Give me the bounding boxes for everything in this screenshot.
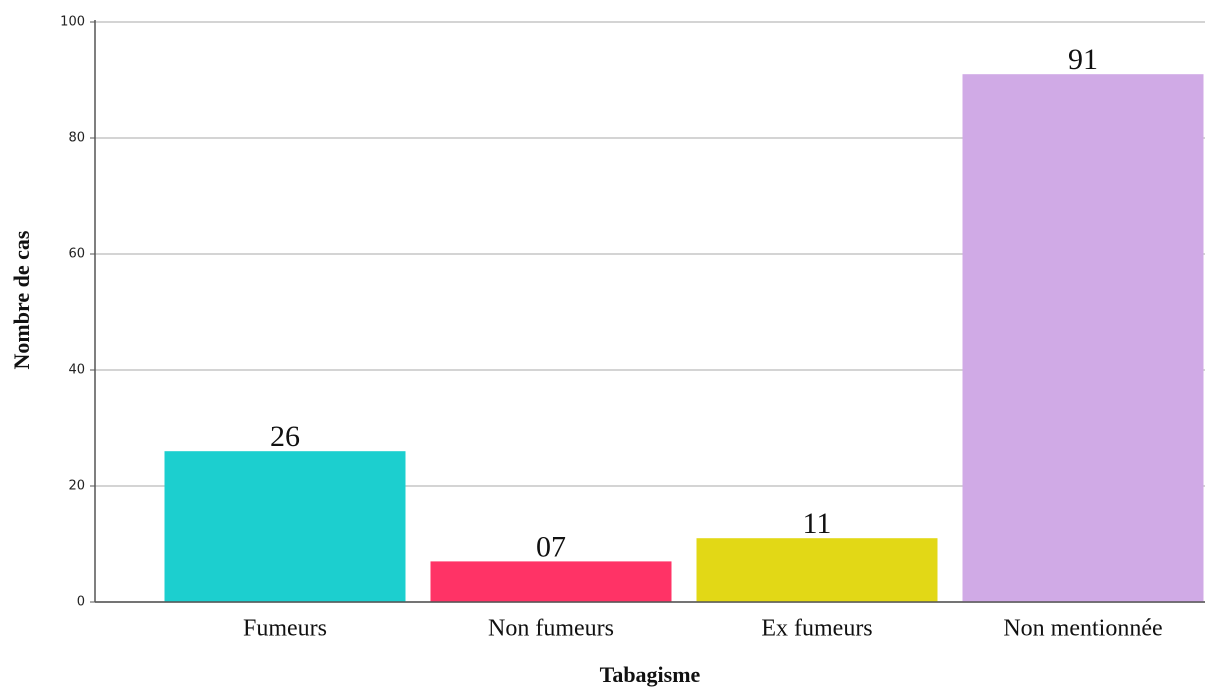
value-label: 91 <box>1068 43 1098 76</box>
x-tick-label: Non mentionnée <box>1003 616 1162 642</box>
x-tick-label: Non fumeurs <box>488 616 614 642</box>
value-label: 11 <box>803 507 832 540</box>
y-tick-label: 40 <box>68 363 85 378</box>
bar <box>164 451 406 602</box>
y-tick-label: 0 <box>77 595 85 610</box>
y-axis-title: Nombre de cas <box>9 230 34 369</box>
y-tick-label: 100 <box>60 15 85 30</box>
bar <box>696 538 938 602</box>
x-tick-label: Ex fumeurs <box>761 616 872 642</box>
y-tick-label: 80 <box>68 131 85 146</box>
y-tick-label: 20 <box>68 479 85 494</box>
y-tick-label: 60 <box>68 247 85 262</box>
value-label: 07 <box>536 530 566 563</box>
value-label: 26 <box>270 420 300 453</box>
x-axis-title: Tabagisme <box>600 662 701 687</box>
bar <box>430 561 672 602</box>
bar <box>962 74 1204 602</box>
x-tick-label: Fumeurs <box>243 616 327 642</box>
